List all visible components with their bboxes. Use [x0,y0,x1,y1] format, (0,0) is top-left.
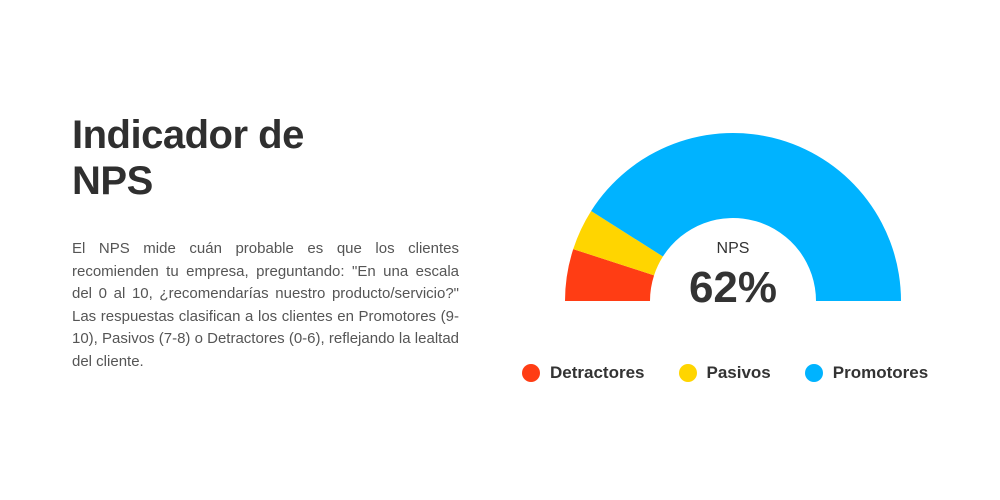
page-title: Indicador de NPS [72,112,459,204]
gauge-segments [565,132,901,301]
gauge-center-label: NPS [717,240,750,257]
legend-item-pasivos: Pasivos [678,363,771,383]
intro-section: Indicador de NPS El NPS mide cuán probab… [72,112,459,373]
page-title-line-2: NPS [72,159,153,203]
legend-swatch-detractores [522,364,540,382]
legend-label-detractores: Detractores [550,363,645,382]
legend-item-promotores: Promotores [804,363,929,383]
gauge-segment-promotores [591,132,901,301]
legend-item-detractores: Detractores [522,363,645,383]
legend-swatch-pasivos [678,364,697,382]
legend-label-pasivos: Pasivos [706,363,771,382]
nps-description: El NPS mide cuán probable es que los cli… [72,240,459,370]
page-title-line-1: Indicador de [72,113,304,157]
chart-legend: Detractores Pasivos Promotores [522,360,952,386]
legend-swatch-promotores [804,364,823,382]
gauge-segment-detractores [565,249,655,301]
legend-label-promotores: Promotores [832,363,929,382]
nps-gauge-chart: NPS 62% [555,125,911,315]
gauge-center-value: 62% [689,263,777,312]
nps-gauge-svg: NPS 62% [565,132,901,312]
gauge-segment-pasivos [573,210,663,276]
